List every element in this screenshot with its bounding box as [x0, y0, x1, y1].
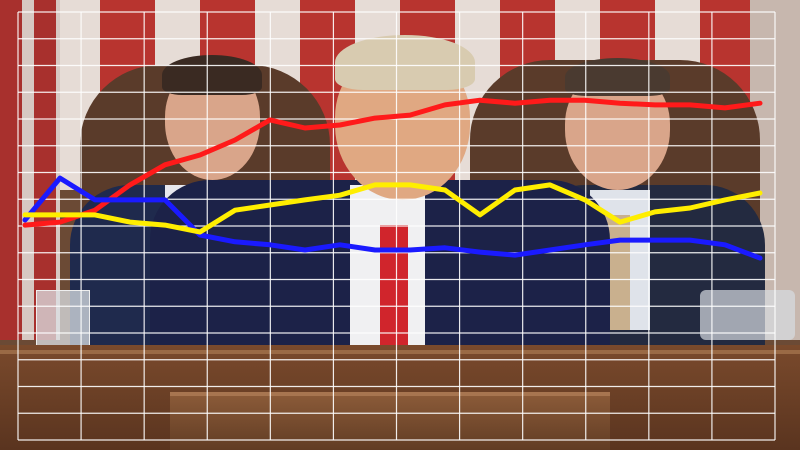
grid [17, 11, 776, 441]
series-line-2 [22, 182, 763, 235]
series-line-1 [22, 175, 763, 261]
series-line-0 [22, 97, 763, 228]
glass-dish [700, 290, 795, 340]
series-lines [22, 97, 763, 261]
flag-left [0, 0, 60, 340]
